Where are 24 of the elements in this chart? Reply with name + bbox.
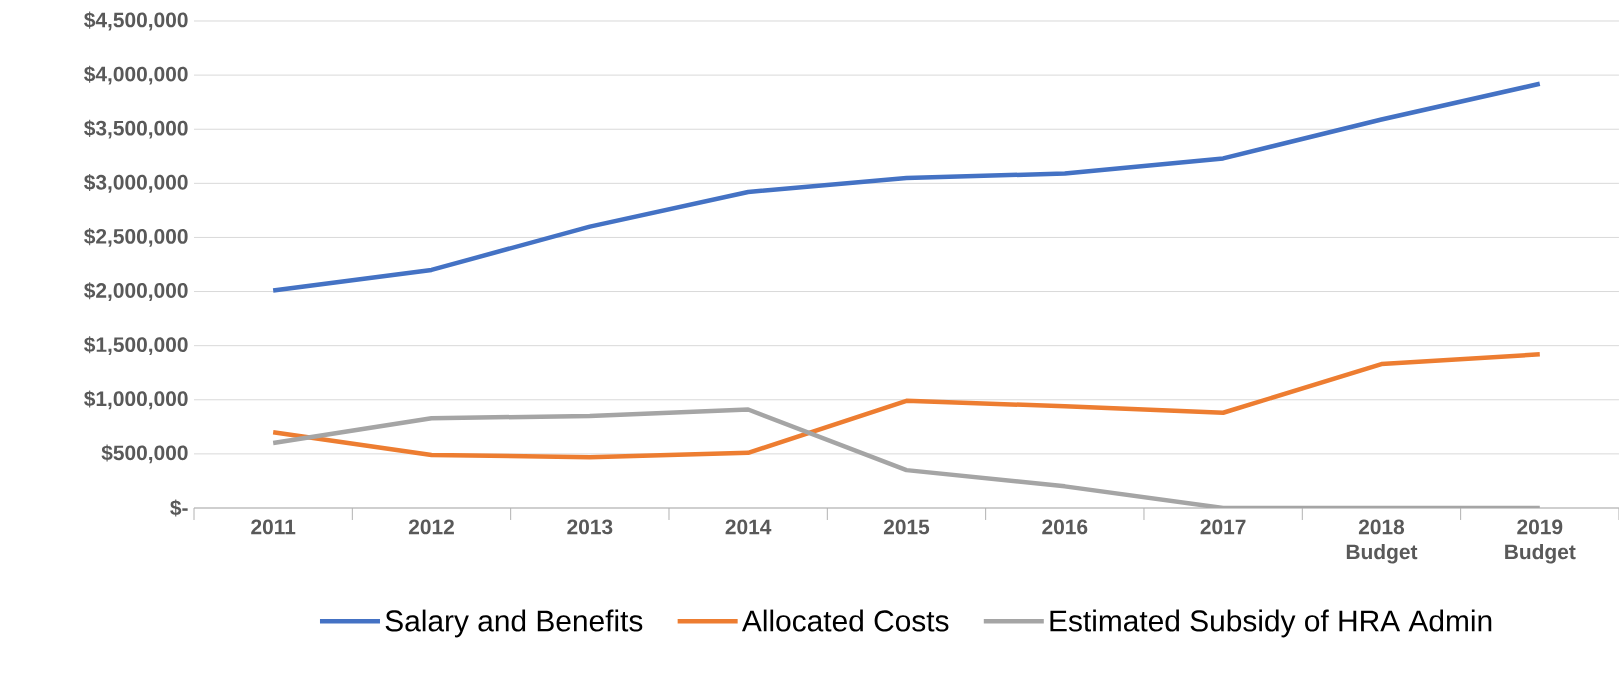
x-tick-label: 2018 Budget <box>1346 519 1418 564</box>
legend-label: Salary and Benefits <box>385 609 643 638</box>
y-tick-label: $4,500,000 <box>84 11 188 31</box>
x-tick-label: 2019 Budget <box>1505 519 1576 564</box>
line-series <box>270 352 1543 460</box>
y-tick-label: $3,500,000 <box>84 119 188 139</box>
line-series <box>270 81 1543 293</box>
x-tick-label: 2016 <box>1042 519 1088 535</box>
x-tick-label: 2013 <box>567 519 613 535</box>
y-tick-label: $- <box>170 499 188 517</box>
y-tick-label: $500,000 <box>101 444 188 464</box>
x-tick-label: 2014 <box>725 519 772 535</box>
y-tick-label: $2,500,000 <box>84 228 188 247</box>
y-tick-label: $3,000,000 <box>84 173 188 193</box>
y-tick-label: $1,000,000 <box>84 390 188 410</box>
x-tick-label: 2012 <box>408 519 454 535</box>
y-tick-label: $4,000,000 <box>84 65 188 85</box>
y-tick-label: $2,000,000 <box>84 282 188 301</box>
y-tick-label: $1,500,000 <box>84 336 188 356</box>
x-tick-label: 2017 <box>1200 519 1246 535</box>
legend-label: Estimated Subsidy of HRA Admin <box>1050 609 1492 638</box>
x-tick-label: 2011 <box>251 519 296 535</box>
x-tick-label: 2015 <box>883 519 930 535</box>
legend-label: Allocated Costs <box>741 609 949 632</box>
